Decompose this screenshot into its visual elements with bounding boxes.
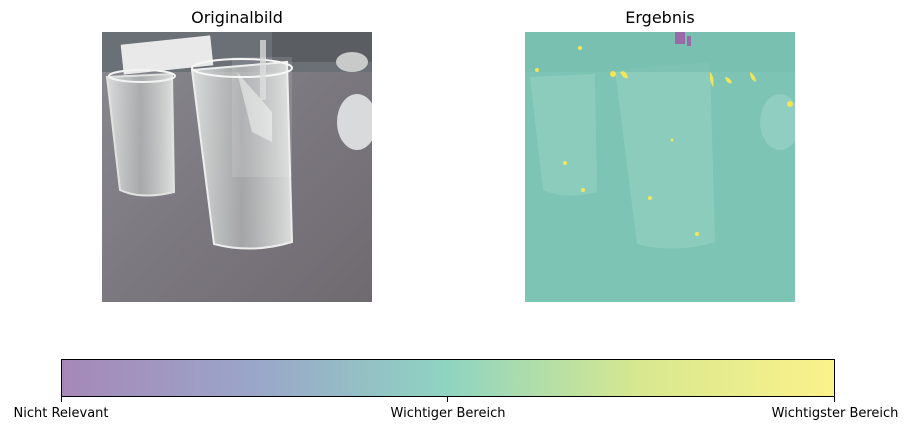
colorbar-label-not-relevant: Nicht Relevant — [13, 406, 109, 421]
beakers-photo — [102, 32, 372, 302]
original-image-title: Originalbild — [191, 8, 283, 27]
relevance-colorbar — [61, 359, 835, 397]
colorbar-tick — [61, 397, 62, 402]
result-heatmap — [525, 32, 795, 302]
colorbar-label-important: Wichtiger Bereich — [390, 406, 506, 421]
colorbar-tick — [447, 397, 448, 402]
highlight-regions — [535, 46, 793, 236]
original-image — [102, 32, 372, 302]
result-image-title: Ergebnis — [625, 8, 695, 27]
heatmap-overlay — [525, 32, 795, 302]
colorbar-tick — [834, 397, 835, 402]
low-relevance-spots — [675, 32, 691, 46]
colorbar-label-most-important: Wichtigster Bereich — [771, 406, 899, 421]
